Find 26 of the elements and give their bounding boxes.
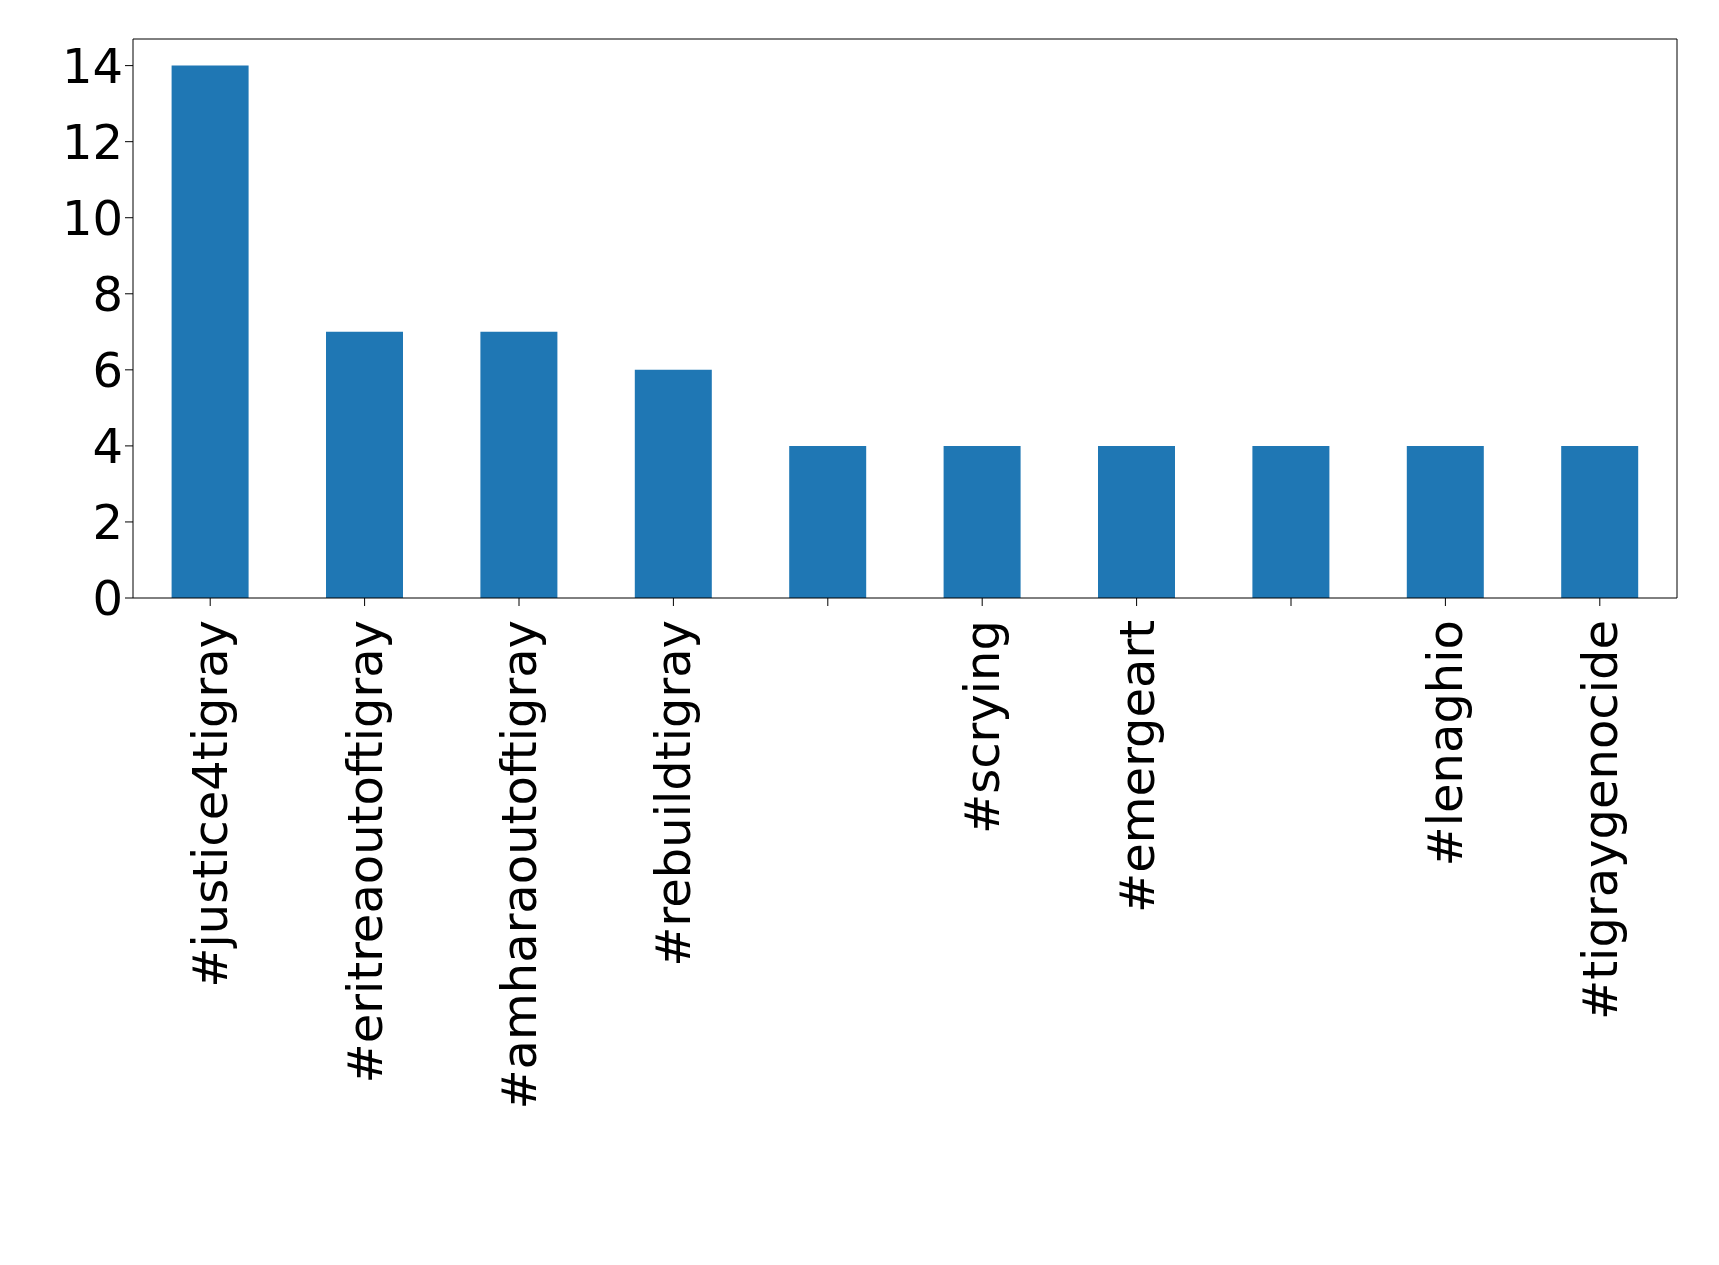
y-tick-label: 2 xyxy=(92,493,123,550)
bar xyxy=(1252,445,1330,598)
x-tick-label: #amharaoutoftigray xyxy=(491,620,547,1110)
bar xyxy=(1561,445,1639,598)
y-tick-label: 10 xyxy=(61,189,123,246)
x-tick-label: #eritreaoutoftigray xyxy=(336,620,393,1084)
bar xyxy=(480,331,558,598)
y-tick-label: 14 xyxy=(61,37,123,94)
bar xyxy=(634,369,712,598)
bar xyxy=(171,65,249,598)
x-tick-label: #rebuildtigray xyxy=(645,620,702,967)
x-tick-label: #lenaghio xyxy=(1417,620,1474,867)
y-tick-label: 8 xyxy=(92,265,123,322)
bar xyxy=(1098,445,1175,598)
bar xyxy=(1406,445,1484,598)
bar xyxy=(326,331,403,598)
y-tick-label: 0 xyxy=(92,570,123,627)
y-tick-label: 6 xyxy=(92,341,123,398)
x-tick-label: #justice4tigray xyxy=(182,620,239,988)
y-tick-label: 4 xyxy=(92,417,123,474)
x-tick-label: #tigraygenocide xyxy=(1571,620,1628,1020)
x-tick-label: #scrying xyxy=(954,620,1011,834)
bar xyxy=(789,445,867,598)
x-tick-label: #emergeart xyxy=(1108,620,1165,913)
y-tick-label: 12 xyxy=(61,113,123,170)
bar xyxy=(943,445,1021,598)
